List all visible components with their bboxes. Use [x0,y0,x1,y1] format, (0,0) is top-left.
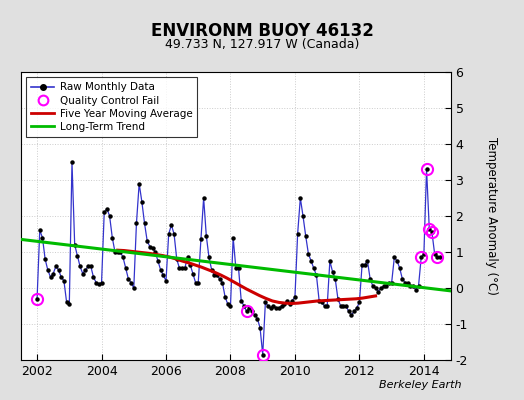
Text: ENVIRONM BUOY 46132: ENVIRONM BUOY 46132 [150,22,374,40]
Text: Berkeley Earth: Berkeley Earth [379,380,461,390]
Text: 49.733 N, 127.917 W (Canada): 49.733 N, 127.917 W (Canada) [165,38,359,51]
Legend: Raw Monthly Data, Quality Control Fail, Five Year Moving Average, Long-Term Tren: Raw Monthly Data, Quality Control Fail, … [26,77,198,137]
Y-axis label: Temperature Anomaly (°C): Temperature Anomaly (°C) [485,137,498,295]
